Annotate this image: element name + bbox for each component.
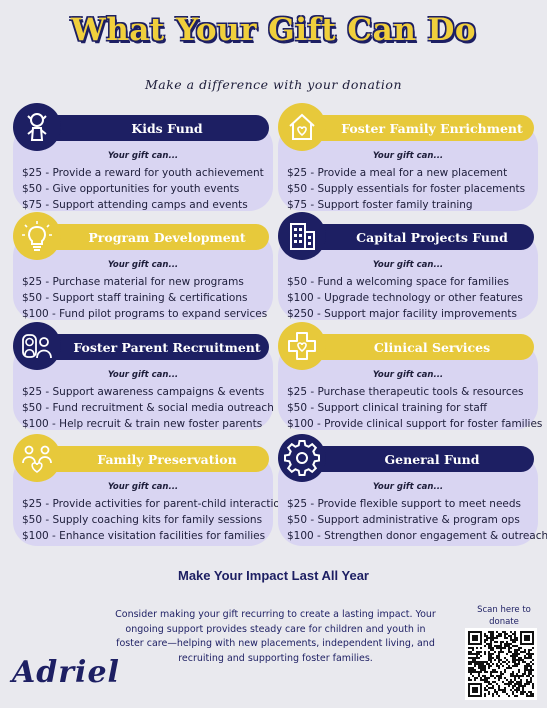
list-item: $100 - Enhance visitation facilities for…: [22, 530, 266, 542]
list-item: $250 - Support major facility improvemen…: [287, 308, 517, 320]
list-item: $100 - Provide clinical support for fost…: [287, 418, 543, 430]
card-cta: Your gift can...: [107, 482, 179, 492]
list-item: $50 - Give opportunities for youth event…: [22, 183, 240, 195]
donate-qr-code[interactable]: [465, 628, 537, 700]
card-kids-fund: Kids Fund Your gift can... $25 - Provide…: [13, 103, 273, 211]
lightbulb-icon: [13, 212, 61, 260]
list-item: $25 - Purchase therapeutic tools & resou…: [287, 386, 524, 398]
card-clinical-services: Clinical Services Your gift can... $25 -…: [278, 322, 542, 430]
list-item: $25 - Provide flexible support to meet n…: [287, 498, 521, 510]
list-item: $50 - Fund a welcoming space for familie…: [287, 276, 509, 288]
list-item: $100 - Fund pilot programs to expand ser…: [22, 308, 268, 320]
list-item: $75 - Support foster family training: [287, 199, 473, 211]
card-general-fund: General Fund Your gift can... $25 - Prov…: [278, 434, 547, 546]
scan-label: Scan here to donate: [477, 605, 531, 627]
list-item: $50 - Support clinical training for staf…: [287, 402, 488, 414]
list-item: $25 - Provide a reward for youth achieve…: [22, 167, 264, 179]
card-cta: Your gift can...: [107, 370, 179, 380]
card-foster-parent-recruitment: Foster Parent Recruitment Your gift can.…: [13, 322, 274, 432]
parents-icon: [13, 322, 61, 370]
card-title: Program Development: [43, 224, 269, 250]
card-cta: Your gift can...: [372, 151, 444, 161]
card-program-development: Program Development Your gift can... $25…: [13, 212, 273, 320]
card-cta: Your gift can...: [372, 260, 444, 270]
list-item: $50 - Fund recruitment & social media ou…: [22, 402, 274, 414]
card-title: Foster Family Enrichment: [308, 115, 534, 141]
list-item: $100 - Upgrade technology or other featu…: [287, 292, 523, 304]
list-item: $75 - Support attending camps and events: [22, 199, 248, 211]
adriel-logo: Adriel: [12, 655, 120, 690]
item-list: $25 - Purchase material for new programs…: [22, 274, 267, 322]
card-title: Capital Projects Fund: [308, 224, 534, 250]
card-cta: Your gift can...: [107, 151, 179, 161]
card-title: Kids Fund: [43, 115, 269, 141]
page-subtitle: Make a difference with your donation: [144, 77, 403, 92]
family-icon: [13, 434, 61, 482]
card-family-preservation: Family Preservation Your gift can... $25…: [13, 434, 286, 546]
list-item: $50 - Supply essentials for foster place…: [287, 183, 526, 195]
child-icon: [13, 103, 61, 151]
list-item: $50 - Support administrative & program o…: [287, 514, 520, 526]
medical-cross-icon: [278, 322, 326, 370]
building-icon: [278, 212, 326, 260]
page-title: What Your Gift Can Do: [70, 12, 477, 48]
card-capital-projects-fund: Capital Projects Fund Your gift can... $…: [278, 212, 538, 320]
card-title: General Fund: [308, 446, 534, 472]
item-list: $25 - Provide flexible support to meet n…: [287, 496, 547, 544]
card-foster-family-enrichment: Foster Family Enrichment Your gift can..…: [278, 103, 538, 211]
list-item: $100 - Strengthen donor engagement & out…: [287, 530, 547, 542]
item-list: $25 - Support awareness campaigns & even…: [22, 384, 274, 432]
list-item: $25 - Support awareness campaigns & even…: [22, 386, 265, 398]
card-cta: Your gift can...: [107, 260, 179, 270]
card-title: Family Preservation: [43, 446, 269, 472]
card-title: Foster Parent Recruitment: [43, 334, 269, 360]
list-item: $50 - Supply coaching kits for family se…: [22, 514, 263, 526]
impact-paragraph: Consider making your gift recurring to c…: [115, 609, 436, 664]
list-item: $100 - Help recruit & train new foster p…: [22, 418, 263, 430]
card-cta: Your gift can...: [372, 370, 444, 380]
card-title: Clinical Services: [308, 334, 534, 360]
impact-heading: Make Your Impact Last All Year: [178, 568, 369, 583]
list-item: $25 - Provide activities for parent-chil…: [22, 498, 287, 510]
list-item: $25 - Purchase material for new programs: [22, 276, 244, 288]
item-list: $25 - Purchase therapeutic tools & resou…: [287, 384, 542, 432]
item-list: $25 - Provide activities for parent-chil…: [22, 496, 286, 544]
list-item: $25 - Provide a meal for a new placement: [287, 167, 508, 179]
card-cta: Your gift can...: [372, 482, 444, 492]
item-list: $25 - Provide a meal for a new placement…: [287, 165, 525, 213]
gear-icon: [278, 434, 326, 482]
item-list: $25 - Provide a reward for youth achieve…: [22, 165, 264, 213]
list-item: $50 - Support staff training & certifica…: [22, 292, 248, 304]
house-heart-icon: [278, 103, 326, 151]
item-list: $50 - Fund a welcoming space for familie…: [287, 274, 523, 322]
